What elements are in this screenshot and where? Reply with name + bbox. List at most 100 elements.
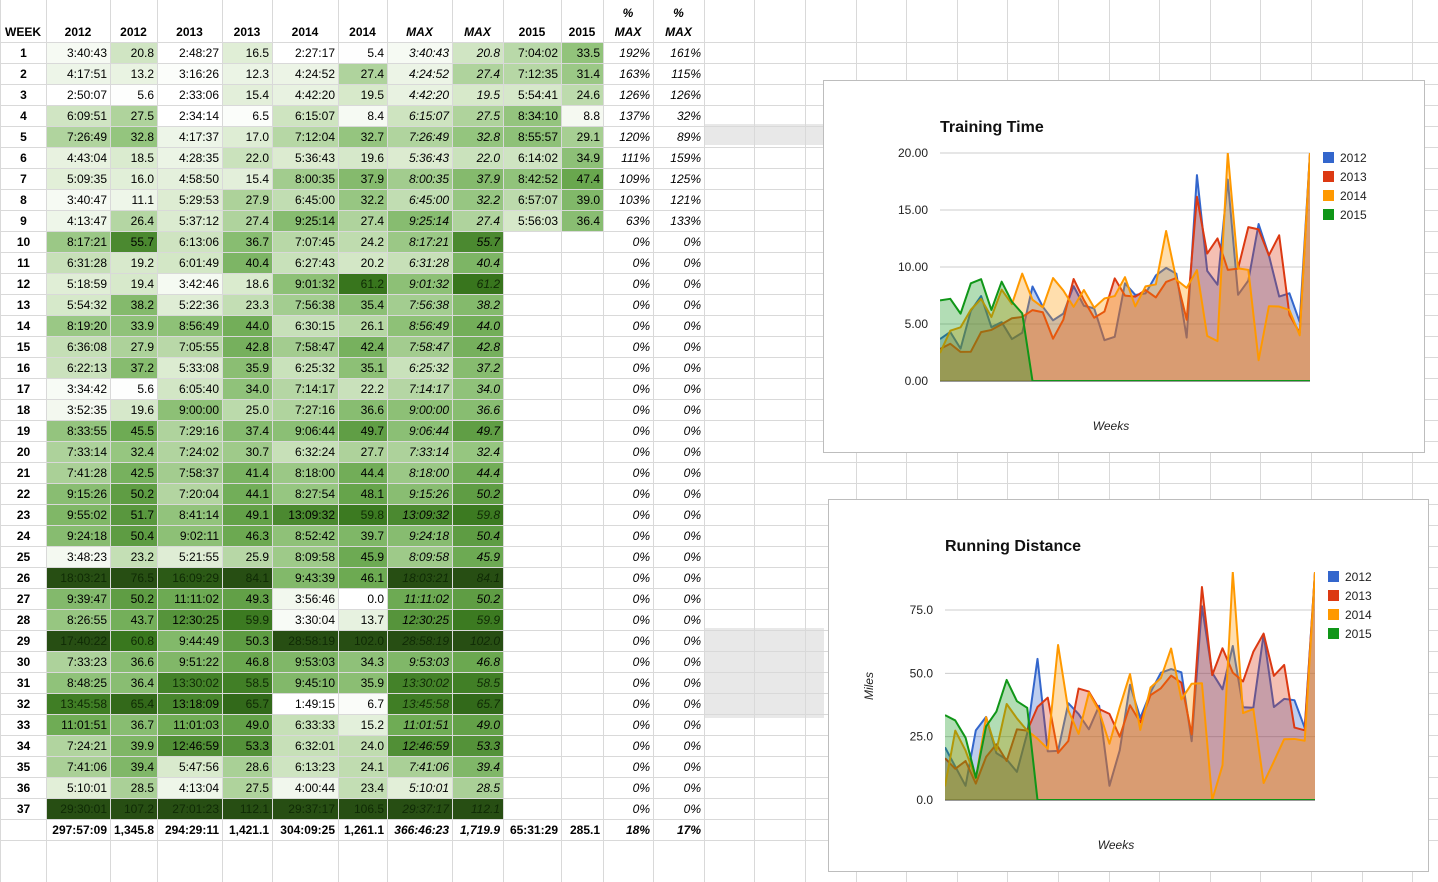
- data-cell[interactable]: 4:58:50: [158, 169, 222, 189]
- data-cell[interactable]: 0%: [632, 718, 650, 732]
- data-cell[interactable]: 0%: [683, 760, 701, 774]
- data-cell[interactable]: 8:09:58: [388, 547, 452, 567]
- data-cell[interactable]: [562, 400, 603, 420]
- data-cell[interactable]: 0%: [683, 508, 701, 522]
- data-cell[interactable]: 1:49:15: [273, 694, 338, 714]
- data-cell[interactable]: 0%: [632, 634, 650, 648]
- data-cell[interactable]: 27.9: [223, 190, 272, 210]
- data-cell[interactable]: 8:52:42: [273, 526, 338, 546]
- data-cell[interactable]: 0%: [632, 781, 650, 795]
- data-cell[interactable]: 38.2: [111, 295, 157, 315]
- total-cell[interactable]: 1,421.1: [228, 823, 269, 837]
- data-cell[interactable]: 84.1: [453, 568, 503, 588]
- data-cell[interactable]: 27.4: [453, 211, 503, 231]
- data-cell[interactable]: 53.3: [223, 736, 272, 756]
- week-number-cell[interactable]: 16: [16, 361, 31, 375]
- data-cell[interactable]: [504, 673, 561, 693]
- data-cell[interactable]: 0%: [632, 445, 650, 459]
- data-cell[interactable]: 6:57:07: [504, 190, 561, 210]
- data-cell[interactable]: 0%: [632, 487, 650, 501]
- data-cell[interactable]: 27.4: [339, 64, 387, 84]
- data-cell[interactable]: 3:16:26: [158, 64, 222, 84]
- data-cell[interactable]: 2:27:17: [273, 43, 338, 63]
- data-cell[interactable]: 0%: [632, 550, 650, 564]
- data-cell[interactable]: 19.5: [339, 85, 387, 105]
- data-cell[interactable]: 6:45:00: [388, 190, 452, 210]
- data-cell[interactable]: 38.2: [453, 295, 503, 315]
- data-cell[interactable]: 65.4: [111, 694, 157, 714]
- data-cell[interactable]: 46.3: [223, 526, 272, 546]
- data-cell[interactable]: 49.7: [339, 421, 387, 441]
- data-cell[interactable]: 8:17:21: [47, 232, 110, 252]
- data-cell[interactable]: 49.0: [453, 715, 503, 735]
- data-cell[interactable]: 6:27:43: [273, 253, 338, 273]
- week-number-cell[interactable]: 24: [16, 529, 31, 543]
- week-number-cell[interactable]: 8: [20, 193, 27, 207]
- data-cell[interactable]: 3:56:46: [273, 589, 338, 609]
- data-cell[interactable]: 0%: [632, 319, 650, 333]
- data-cell[interactable]: 49.1: [223, 505, 272, 525]
- data-cell[interactable]: 15.2: [339, 715, 387, 735]
- week-number-cell[interactable]: 27: [16, 592, 31, 606]
- data-cell[interactable]: 16:09:29: [158, 568, 222, 588]
- data-cell[interactable]: 9:25:14: [388, 211, 452, 231]
- data-cell[interactable]: [504, 274, 561, 294]
- data-cell[interactable]: 34.3: [339, 652, 387, 672]
- data-cell[interactable]: 8:27:54: [273, 484, 338, 504]
- data-cell[interactable]: [562, 484, 603, 504]
- data-cell[interactable]: 44.0: [223, 316, 272, 336]
- data-cell[interactable]: 11:11:02: [388, 589, 452, 609]
- data-cell[interactable]: 0%: [632, 760, 650, 774]
- data-cell[interactable]: 6:32:24: [273, 442, 338, 462]
- data-cell[interactable]: 8:41:14: [158, 505, 222, 525]
- data-cell[interactable]: [504, 358, 561, 378]
- data-cell[interactable]: 5.6: [111, 85, 157, 105]
- data-cell[interactable]: 25.9: [223, 547, 272, 567]
- data-cell[interactable]: 126%: [670, 88, 701, 102]
- data-cell[interactable]: 13:45:58: [388, 694, 452, 714]
- data-cell[interactable]: 31.4: [562, 64, 603, 84]
- data-cell[interactable]: 32.2: [339, 190, 387, 210]
- data-cell[interactable]: 8:56:49: [158, 316, 222, 336]
- data-cell[interactable]: 9:25:14: [273, 211, 338, 231]
- data-cell[interactable]: 5:47:56: [158, 757, 222, 777]
- data-cell[interactable]: [504, 316, 561, 336]
- data-cell[interactable]: 0%: [683, 445, 701, 459]
- data-cell[interactable]: 27:01:23: [158, 799, 222, 819]
- data-cell[interactable]: 50.2: [111, 484, 157, 504]
- data-cell[interactable]: 61.2: [339, 274, 387, 294]
- data-cell[interactable]: 39.9: [111, 736, 157, 756]
- data-cell[interactable]: 9:45:10: [273, 673, 338, 693]
- data-cell[interactable]: 159%: [670, 151, 701, 165]
- week-number-cell[interactable]: 9: [20, 214, 27, 228]
- week-number-cell[interactable]: 25: [16, 550, 31, 564]
- data-cell[interactable]: 6:01:49: [158, 253, 222, 273]
- data-cell[interactable]: 33.9: [111, 316, 157, 336]
- data-cell[interactable]: 7:20:04: [158, 484, 222, 504]
- week-number-cell[interactable]: 21: [16, 466, 31, 480]
- data-cell[interactable]: 9:00:00: [388, 400, 452, 420]
- data-cell[interactable]: 39.0: [562, 190, 603, 210]
- data-cell[interactable]: [504, 379, 561, 399]
- data-cell[interactable]: [504, 631, 561, 651]
- data-cell[interactable]: [562, 337, 603, 357]
- data-cell[interactable]: 0%: [683, 277, 701, 291]
- data-cell[interactable]: 4:00:44: [273, 778, 338, 798]
- data-cell[interactable]: 12:30:25: [388, 610, 452, 630]
- data-cell[interactable]: 9:39:47: [47, 589, 110, 609]
- data-cell[interactable]: 133%: [670, 214, 701, 228]
- data-cell[interactable]: 0%: [683, 529, 701, 543]
- total-cell[interactable]: [1, 820, 46, 840]
- data-cell[interactable]: 3:42:46: [158, 274, 222, 294]
- data-cell[interactable]: 8:33:55: [47, 421, 110, 441]
- data-cell[interactable]: 6:30:15: [273, 316, 338, 336]
- data-cell[interactable]: 34.9: [562, 148, 603, 168]
- data-cell[interactable]: 36.7: [111, 715, 157, 735]
- data-cell[interactable]: [562, 610, 603, 630]
- data-cell[interactable]: 9:02:11: [158, 526, 222, 546]
- data-cell[interactable]: 5:36:43: [273, 148, 338, 168]
- column-header[interactable]: 2012: [46, 6, 110, 42]
- data-cell[interactable]: 45.5: [111, 421, 157, 441]
- data-cell[interactable]: 0%: [632, 235, 650, 249]
- data-cell[interactable]: 55.7: [453, 232, 503, 252]
